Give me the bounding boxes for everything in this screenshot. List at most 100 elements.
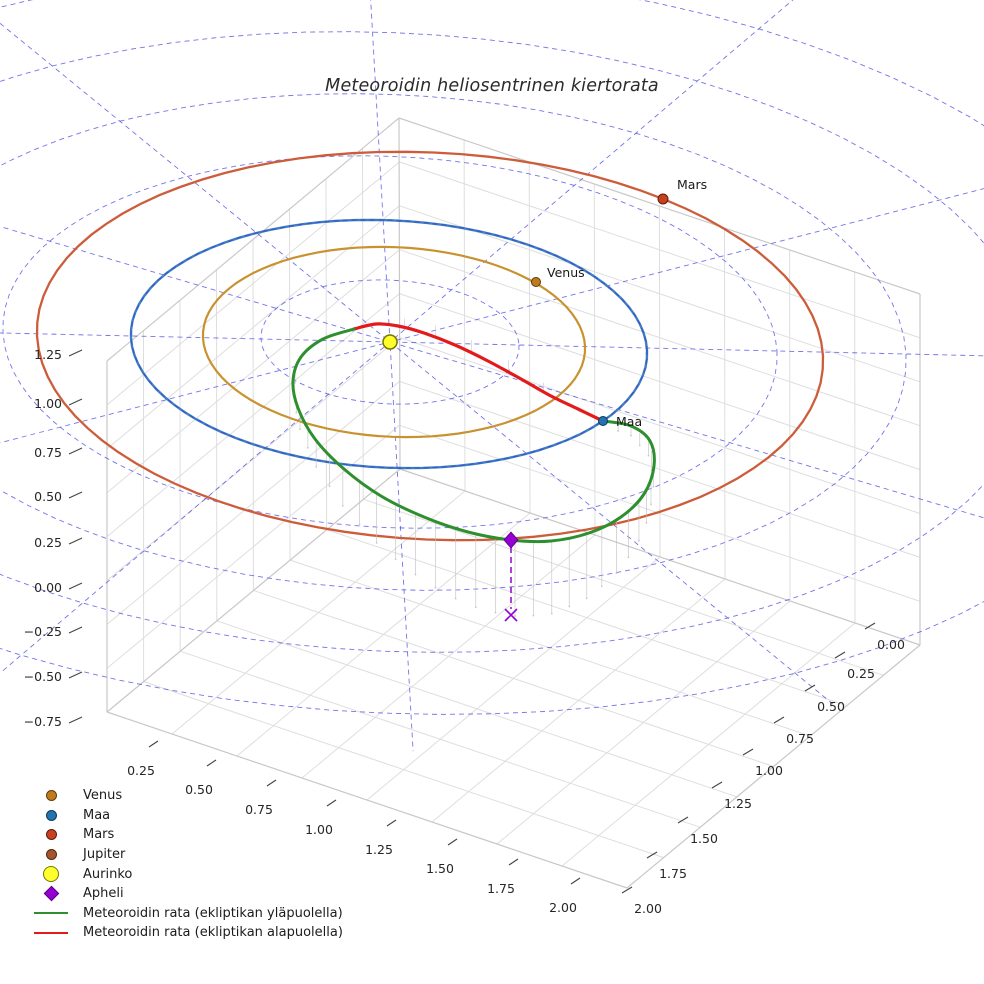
y-axis-tick-mark — [804, 684, 816, 692]
x-axis-tick-label: 1.00 — [305, 822, 333, 837]
mars-label: Mars — [677, 177, 707, 192]
wall-grid-line — [106, 293, 400, 537]
legend-swatch — [28, 790, 74, 802]
y-axis-tick-mark — [834, 651, 846, 659]
polar-grid-circle — [0, 31, 984, 653]
legend-swatch — [28, 912, 74, 915]
wall-grid-line — [399, 293, 921, 471]
stem-end-dot — [328, 485, 331, 488]
polar-grid-spoke — [0, 188, 984, 444]
chart-title: Meteoroidin heliosentrinen kiertorata — [325, 76, 659, 96]
wall-grid-line — [399, 161, 921, 339]
x-axis-tick-label: 1.75 — [487, 881, 515, 896]
legend-item: Meteoroidin rata (ekliptikan alapuolella… — [28, 923, 343, 943]
x-axis-tick-mark — [570, 877, 581, 885]
floor-grid-line — [253, 589, 774, 767]
stem-end-dot — [638, 444, 641, 447]
maa-marker — [598, 416, 608, 426]
legend-dot-icon — [45, 809, 57, 821]
z-axis-tick-mark — [68, 491, 83, 499]
wall-grid-line — [399, 380, 921, 558]
z-axis-tick-mark — [68, 537, 83, 545]
y-axis-tick-label: 2.00 — [634, 901, 662, 916]
legend-label: Mars — [83, 827, 115, 843]
stem-end-dot — [650, 503, 652, 506]
stem-end-dot — [638, 539, 640, 542]
legend-item: Meteoroidin rata (ekliptikan yläpuolella… — [28, 904, 343, 924]
stem-end-dot — [647, 454, 650, 457]
legend-dot-icon — [45, 829, 57, 841]
z-axis-tick-mark — [68, 349, 83, 357]
venus-orbit — [201, 245, 587, 439]
y-axis-tick-label: 0.00 — [877, 637, 905, 652]
stem-end-dot — [306, 446, 309, 449]
wall-grid-line — [106, 337, 400, 581]
z-axis-tick-label: −0.50 — [24, 669, 62, 684]
stem-end-dot — [315, 466, 318, 468]
legend-label: Apheli — [83, 886, 124, 902]
legend-dot-icon — [45, 790, 57, 802]
stem-end-dot — [652, 485, 655, 488]
x-axis-tick-label: 1.50 — [426, 861, 454, 876]
stem-end-dot — [414, 573, 417, 576]
x-axis-tick-mark — [386, 819, 397, 827]
stem-end-dot — [630, 434, 632, 437]
z-axis-tick-mark — [68, 398, 83, 406]
venus-marker — [531, 277, 541, 287]
legend-swatch — [28, 931, 74, 934]
x-axis-tick-mark — [266, 779, 277, 787]
legend-diamond-icon — [43, 885, 59, 902]
stem-end-dot — [585, 597, 588, 600]
legend-label: Maa — [83, 807, 111, 823]
stem-end-dot — [375, 542, 378, 544]
polar-grid-spoke — [0, 332, 984, 357]
legend-item: Mars — [28, 825, 343, 845]
wall-grid-line — [399, 205, 921, 383]
mars-marker — [657, 193, 669, 205]
box-edge — [106, 117, 400, 362]
box-edge — [106, 711, 628, 889]
y-axis-tick-mark — [773, 716, 785, 724]
legend-swatch — [28, 885, 74, 902]
legend-swatch — [28, 809, 74, 821]
legend-swatch — [28, 829, 74, 841]
stem-end-dot — [394, 558, 397, 561]
legend-line-icon — [34, 912, 68, 915]
legend-item: Maa — [28, 806, 343, 826]
wall-grid-line — [106, 161, 400, 406]
x-axis-tick-label: 1.25 — [365, 842, 393, 857]
z-axis-tick-mark — [68, 447, 83, 455]
z-axis-tick-label: 0.75 — [34, 445, 62, 460]
polar-grid-spoke — [0, 226, 984, 519]
legend-item: Apheli — [28, 884, 343, 904]
legend-swatch — [28, 849, 74, 861]
legend-dot-icon — [45, 849, 57, 861]
box-edge — [398, 117, 401, 470]
y-axis-tick-label: 1.25 — [724, 796, 752, 811]
stem-end-dot — [294, 381, 296, 384]
stem-end-dot — [615, 572, 618, 574]
x-axis-tick-mark — [508, 858, 519, 866]
wall-grid-line — [106, 249, 400, 494]
x-axis-tick-mark — [206, 759, 217, 767]
stem-end-dot — [568, 605, 571, 608]
floor-grid-line — [561, 622, 856, 867]
floor-grid-line — [431, 578, 726, 823]
y-axis-tick-label: 1.50 — [690, 831, 718, 846]
legend-item: Venus — [28, 786, 343, 806]
meteoroid-above-ecliptic-curve — [291, 327, 656, 544]
legend: Venus Maa Mars Jupiter Aurinko Apheli Meteoroi… — [28, 786, 343, 943]
aphelion-projection-x-icon — [504, 608, 518, 622]
z-axis-tick-label: −0.75 — [24, 714, 62, 729]
wall-grid-line — [399, 337, 921, 514]
floor-grid-line — [496, 600, 791, 845]
floor-grid-line — [363, 498, 884, 676]
z-axis-tick-label: 0.00 — [34, 580, 62, 595]
z-axis-tick-mark — [68, 671, 83, 679]
legend-line-icon — [34, 931, 68, 934]
sun-marker — [382, 334, 398, 350]
y-axis-tick-mark — [742, 748, 754, 756]
aphelion-diamond-icon — [503, 531, 519, 549]
legend-dot-icon — [43, 866, 59, 883]
